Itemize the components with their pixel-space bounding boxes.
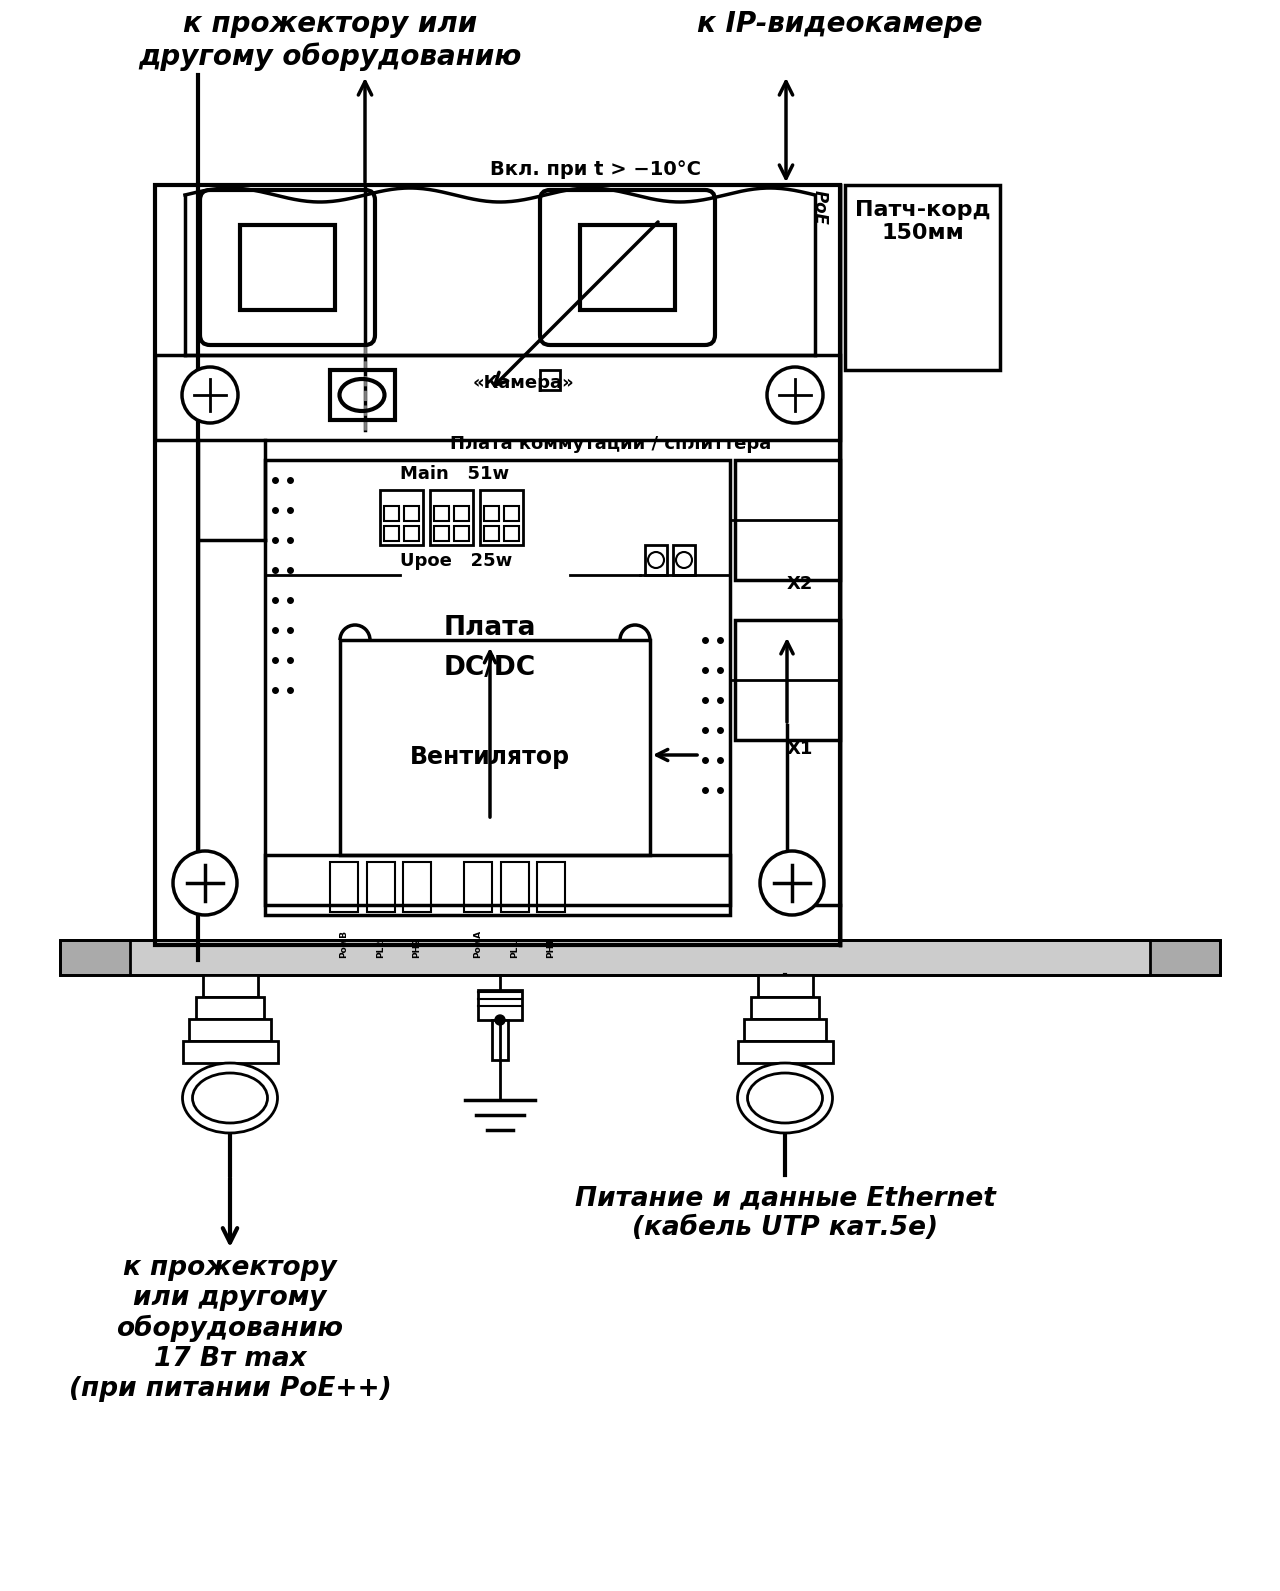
Bar (500, 862, 529, 912)
Bar (454, 527, 468, 541)
Bar (454, 506, 468, 520)
Bar (265, 460, 730, 905)
Text: Плата коммутации / сплиттера: Плата коммутации / сплиттера (451, 434, 772, 453)
Text: PoE: PoE (812, 189, 829, 224)
Bar (330, 371, 396, 420)
Bar (60, 940, 1220, 975)
Text: «Камера»: «Камера» (474, 374, 575, 391)
Bar (477, 990, 522, 1020)
Text: Питание и данные Ethernet
(кабель UTP кат.5е): Питание и данные Ethernet (кабель UTP ка… (575, 1185, 996, 1241)
Bar (155, 185, 840, 945)
Bar (758, 975, 813, 998)
Bar (384, 527, 399, 541)
Bar (538, 862, 564, 912)
Bar (404, 527, 419, 541)
Text: Upoe   25w: Upoe 25w (399, 552, 512, 570)
Bar (189, 1018, 271, 1041)
Bar (434, 506, 449, 520)
Bar (744, 1018, 826, 1041)
Bar (204, 975, 259, 998)
Bar (739, 1041, 833, 1063)
Text: Main   51w: Main 51w (399, 465, 509, 484)
Bar (484, 506, 499, 520)
Circle shape (767, 368, 823, 423)
Text: к прожектору или
другому оборудованию: к прожектору или другому оборудованию (138, 10, 522, 72)
Bar (735, 620, 840, 740)
Circle shape (173, 851, 237, 915)
Circle shape (182, 368, 238, 423)
Bar (465, 862, 492, 912)
Text: X2: X2 (787, 574, 813, 593)
Text: DC/DC: DC/DC (444, 655, 536, 681)
Bar (265, 854, 730, 915)
Bar (492, 1020, 508, 1060)
Bar (404, 506, 419, 520)
Bar (384, 506, 399, 520)
Text: PL1: PL1 (511, 939, 520, 958)
Text: Вкл. при t > −10°С: Вкл. при t > −10°С (490, 161, 701, 180)
Text: PH2: PH2 (412, 937, 421, 958)
Bar (380, 490, 422, 546)
Bar (504, 527, 518, 541)
Text: PowB: PowB (339, 931, 348, 958)
Bar (183, 1041, 278, 1063)
Bar (540, 371, 561, 390)
Bar (155, 355, 840, 441)
Text: Патч-корд
150мм: Патч-корд 150мм (855, 200, 991, 243)
Bar (131, 940, 1149, 975)
Bar (340, 640, 650, 854)
Text: к IP-видеокамере: к IP-видеокамере (698, 10, 983, 38)
Bar (673, 546, 695, 574)
Circle shape (495, 1015, 506, 1025)
Text: Вентилятор: Вентилятор (410, 745, 570, 768)
Bar (484, 527, 499, 541)
Text: PowA: PowA (474, 929, 483, 958)
Bar (430, 490, 474, 546)
Text: X1: X1 (787, 740, 813, 757)
Bar (60, 940, 1220, 975)
Circle shape (760, 851, 824, 915)
Bar (645, 546, 667, 574)
Bar (504, 506, 518, 520)
Bar (241, 224, 335, 310)
Ellipse shape (737, 1063, 832, 1133)
Text: к прожектору
или другому
оборудованию
17 Вт max
(при питании PoE++): к прожектору или другому оборудованию 17… (69, 1255, 392, 1402)
Bar (367, 862, 396, 912)
Bar (480, 490, 524, 546)
Bar (751, 998, 819, 1018)
Bar (330, 862, 358, 912)
Text: PH1: PH1 (547, 937, 556, 958)
Bar (196, 998, 264, 1018)
Bar (735, 460, 840, 581)
Bar (845, 185, 1000, 371)
Bar (403, 862, 431, 912)
Ellipse shape (183, 1063, 278, 1133)
Text: Плата: Плата (444, 616, 536, 641)
Bar (580, 224, 675, 310)
Bar (434, 527, 449, 541)
Text: PL2: PL2 (376, 939, 385, 958)
